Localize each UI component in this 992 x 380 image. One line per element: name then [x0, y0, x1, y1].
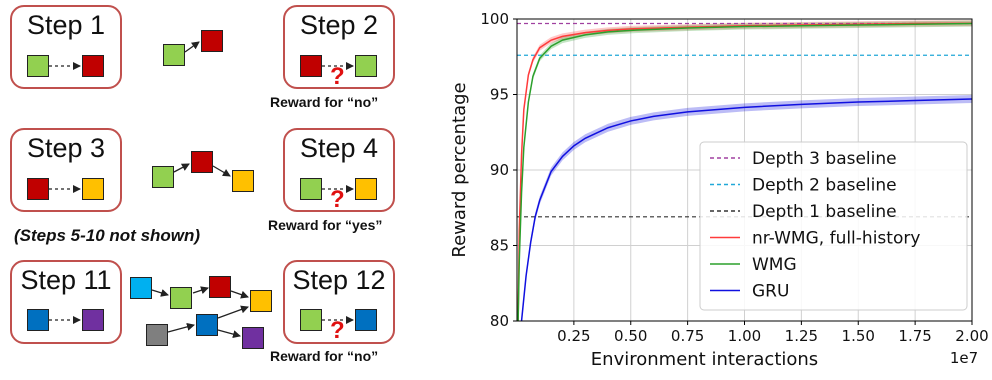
green-node	[163, 44, 185, 66]
blue-node	[196, 314, 218, 336]
graph-arrow	[230, 290, 249, 299]
y-tick-label: 100	[480, 10, 509, 28]
red-node	[201, 30, 223, 52]
orange-node	[232, 170, 254, 192]
red-node	[209, 276, 231, 298]
graph-arrow	[184, 41, 200, 53]
purple-node	[242, 327, 264, 349]
steps-not-shown-note: (Steps 5-10 not shown)	[14, 226, 201, 245]
question-mark: ?	[330, 63, 345, 90]
question-mark: ?	[330, 317, 345, 344]
diagram-arrows	[49, 41, 354, 339]
orange-node	[82, 178, 104, 200]
series-line	[517, 22, 972, 321]
legend-entry-label: Depth 1 baseline	[752, 202, 897, 222]
graph-arrow	[167, 322, 195, 333]
red-node	[300, 55, 322, 77]
y-tick-label: 90	[490, 161, 509, 179]
blue-node	[355, 309, 377, 331]
series-line	[517, 22, 972, 321]
step-11-title: Step 11	[20, 265, 112, 295]
graph-arrow	[173, 163, 190, 173]
tick-labels: 0.25 0.50 0.75 1.00 1.25 1.50 1.75 2.00 80 85 90 95…	[480, 10, 988, 345]
step-3-title: Step 3	[26, 133, 106, 163]
legend-entry-label: Depth 3 baseline	[752, 149, 897, 169]
x-tick-label: 1.25	[785, 327, 818, 345]
legend: Depth 3 baseline Depth 2 baseline Depth 1 …	[699, 141, 968, 311]
x-axis-label: Environment interactions	[591, 349, 818, 370]
legend-box	[699, 141, 968, 311]
x-tick-label: 1.50	[842, 327, 875, 345]
graph-arrow	[192, 286, 209, 295]
graph-arrow	[217, 305, 249, 319]
step-1-title: Step 1	[26, 10, 106, 40]
y-tick-label: 85	[490, 237, 509, 255]
x-tick-label: 1.00	[728, 327, 761, 345]
legend-entry-label: GRU	[752, 282, 789, 302]
step-4-title: Step 4	[299, 133, 379, 163]
step-2-title: Step 2	[299, 10, 379, 40]
x-tick-label: 1.75	[898, 327, 931, 345]
green-node	[152, 166, 174, 188]
green-node	[27, 55, 49, 77]
legend-entry-label: Depth 2 baseline	[752, 176, 897, 196]
red-node	[27, 178, 49, 200]
graph-arrow	[151, 289, 169, 297]
cyan-node	[130, 277, 152, 299]
x-tick-label: 0.25	[557, 327, 590, 345]
x-tick-label: 0.75	[671, 327, 704, 345]
red-node	[82, 55, 104, 77]
purple-node	[82, 309, 104, 331]
reward-chart-svg: 0.25 0.50 0.75 1.00 1.25 1.50 1.75 2.00 80 85 90 95…	[449, 10, 989, 370]
reward-label-step-12: Reward for “no”	[270, 348, 379, 364]
step-12-title: Step 12	[292, 265, 386, 295]
graph-arrow	[212, 165, 231, 177]
blue-node	[27, 309, 49, 331]
green-node	[300, 178, 322, 200]
reward-label-step-4: Reward for “yes”	[268, 217, 383, 233]
graph-arrow	[217, 329, 241, 339]
reward-chart: 0.25 0.50 0.75 1.00 1.25 1.50 1.75 2.00 80 85 90 95…	[430, 0, 992, 375]
orange-node	[250, 290, 272, 312]
green-node	[300, 309, 322, 331]
task-diagram: Step 1 Step 2 Step 3 Step 4 Step 11 Step…	[0, 0, 420, 375]
orange-node	[355, 178, 377, 200]
legend-entry-label: WMG	[752, 255, 797, 275]
y-tick-label: 95	[490, 86, 509, 104]
series-line	[520, 98, 972, 321]
series-lines	[517, 22, 972, 321]
x-tick-label: 0.50	[614, 327, 647, 345]
red-node	[191, 151, 213, 173]
green-node	[355, 55, 377, 77]
y-axis-label: Reward percentage	[449, 82, 470, 257]
y-tick-label: 80	[490, 312, 509, 330]
gray-node	[146, 324, 168, 346]
green-node	[170, 287, 192, 309]
x-axis-multiplier: 1e7	[950, 349, 978, 367]
question-mark: ?	[330, 186, 345, 213]
x-tick-label: 2.00	[955, 327, 988, 345]
reward-label-step-2: Reward for “no”	[270, 94, 379, 110]
legend-entry-label: nr-WMG, full-history	[752, 229, 920, 249]
